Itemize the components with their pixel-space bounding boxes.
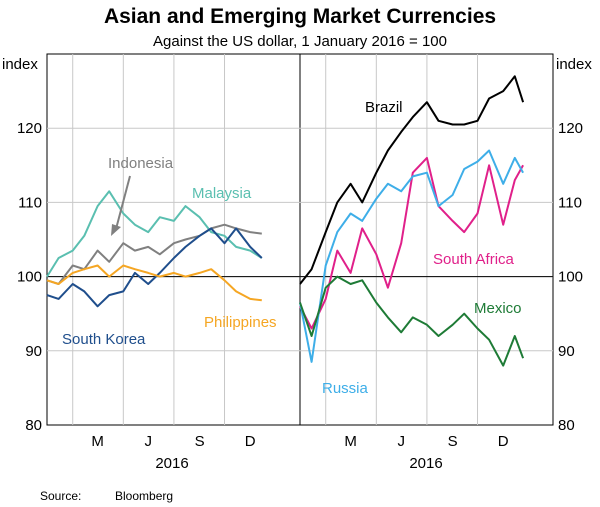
source-value: Bloomberg	[115, 489, 173, 503]
y-tick-label: 110	[18, 194, 42, 211]
series-line-brazil	[299, 75, 525, 285]
label-indonesia: Indonesia	[108, 155, 174, 172]
label-malaysia: Malaysia	[192, 185, 252, 202]
x-tick-label: D	[498, 433, 509, 450]
x-tick-label: J	[397, 433, 405, 450]
y-tick-label: 80	[558, 417, 575, 434]
axis-layer: M J S D 80 90 100 110 120 M J S D 80 90 100 110 120	[17, 120, 583, 450]
series-line-russia	[299, 149, 524, 363]
y-tick-label: 100	[558, 269, 583, 286]
source-label: Source:	[40, 489, 81, 503]
x-tick-label: J	[144, 433, 152, 450]
y-tick-label: 90	[25, 343, 42, 360]
series-line-malaysia	[46, 190, 263, 278]
series-line-south-africa	[299, 156, 524, 330]
series-line-mexico	[299, 275, 525, 367]
series-line-indonesia	[46, 223, 262, 285]
series-line-south-korea	[46, 227, 263, 308]
y-tick-label: 110	[558, 194, 582, 211]
grid-layer	[47, 54, 553, 425]
y-tick-label: 100	[17, 269, 42, 286]
y-tick-label: 80	[25, 417, 42, 434]
label-south-africa: South Africa	[433, 251, 515, 268]
y-axis-label-left: index	[2, 56, 38, 73]
label-south-korea: South Korea	[62, 331, 146, 348]
x-axis-label-left: 2016	[155, 455, 188, 472]
y-tick-label: 120	[17, 120, 42, 137]
x-tick-label: M	[344, 433, 357, 450]
x-tick-label: S	[195, 433, 205, 450]
x-tick-label: S	[448, 433, 458, 450]
indonesia-arrow	[115, 175, 131, 230]
y-tick-label: 120	[558, 120, 583, 137]
x-tick-label: M	[91, 433, 104, 450]
label-russia: Russia	[322, 380, 369, 397]
y-axis-label-right: index	[556, 56, 592, 73]
label-philippines: Philippines	[204, 314, 277, 331]
indonesia-arrowhead	[111, 224, 121, 236]
chart-title: Asian and Emerging Market Currencies	[104, 5, 496, 28]
chart-subtitle: Against the US dollar, 1 January 2016 = …	[153, 33, 447, 50]
x-tick-label: D	[245, 433, 256, 450]
label-brazil: Brazil	[365, 99, 403, 116]
x-axis-label-right: 2016	[409, 455, 442, 472]
label-mexico: Mexico	[474, 300, 522, 317]
y-tick-label: 90	[558, 343, 575, 360]
series-line-philippines	[46, 264, 262, 302]
series-layer	[46, 75, 525, 367]
